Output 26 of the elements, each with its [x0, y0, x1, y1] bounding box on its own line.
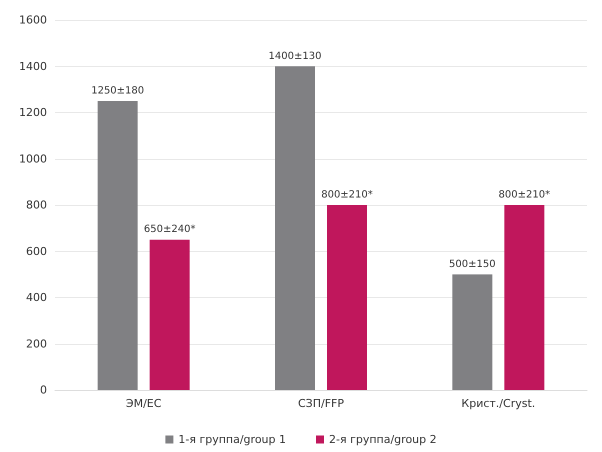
y-tick-label: 600: [26, 244, 47, 258]
data-label: 1250±180: [91, 85, 144, 96]
bar: [452, 274, 492, 390]
legend-label: 1-я группа/group 1: [178, 433, 286, 446]
y-tick-label: 0: [40, 384, 47, 396]
data-label: 650±240*: [144, 224, 196, 236]
y-tick-label: 1000: [19, 152, 47, 166]
bar: [98, 100, 138, 390]
data-label: 500±150: [449, 258, 496, 270]
bar: [275, 66, 315, 390]
x-tick-label: СЗП/FFP: [298, 397, 344, 410]
y-tick-label: 400: [26, 291, 47, 304]
y-tick-label: 1200: [19, 106, 47, 119]
bar: [150, 240, 190, 390]
y-tick-label: 800: [26, 198, 47, 212]
bar: [504, 205, 544, 390]
data-label: 800±210*: [321, 190, 373, 200]
data-label: 1400±130: [268, 50, 322, 62]
bar: [327, 205, 367, 390]
y-tick-label: 1400: [19, 60, 47, 73]
x-tick-label: Крист./Cryst.: [461, 397, 536, 410]
data-label: 800±210*: [498, 190, 550, 200]
y-tick-label: 1600: [19, 14, 47, 26]
legend-label: 2-я группа/group 2: [329, 433, 437, 446]
y-tick-label: 200: [26, 337, 47, 350]
x-tick-label: ЭМ/EC: [126, 397, 162, 410]
